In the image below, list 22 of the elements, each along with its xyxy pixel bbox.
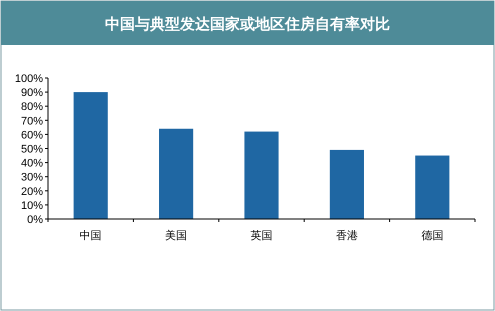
bar — [330, 150, 364, 219]
y-tick-label: 20% — [20, 186, 44, 198]
y-tick-label: 40% — [20, 158, 44, 170]
y-tick-label: 80% — [20, 101, 44, 114]
y-tick-label: 100% — [14, 73, 44, 85]
y-tick-label: 60% — [20, 129, 44, 142]
y-tick-label: 90% — [20, 87, 44, 100]
y-tick-label: 70% — [20, 115, 44, 128]
x-tick-label: 中国 — [80, 229, 102, 242]
x-tick-label: 美国 — [165, 229, 188, 242]
chart-title: 中国与典型发达国家或地区住房自有率对比 — [105, 15, 390, 33]
bar — [159, 128, 194, 219]
bar — [244, 132, 279, 219]
bar — [74, 92, 108, 219]
x-tick-label: 德国 — [421, 230, 444, 242]
x-tick-label: 香港 — [336, 229, 358, 242]
bar — [415, 156, 450, 219]
y-tick-label: 30% — [20, 172, 44, 184]
y-tick-label: 50% — [20, 144, 44, 156]
y-tick-label: 0% — [27, 214, 44, 226]
x-tick-label: 英国 — [250, 229, 272, 242]
y-tick-label: 10% — [20, 200, 44, 212]
